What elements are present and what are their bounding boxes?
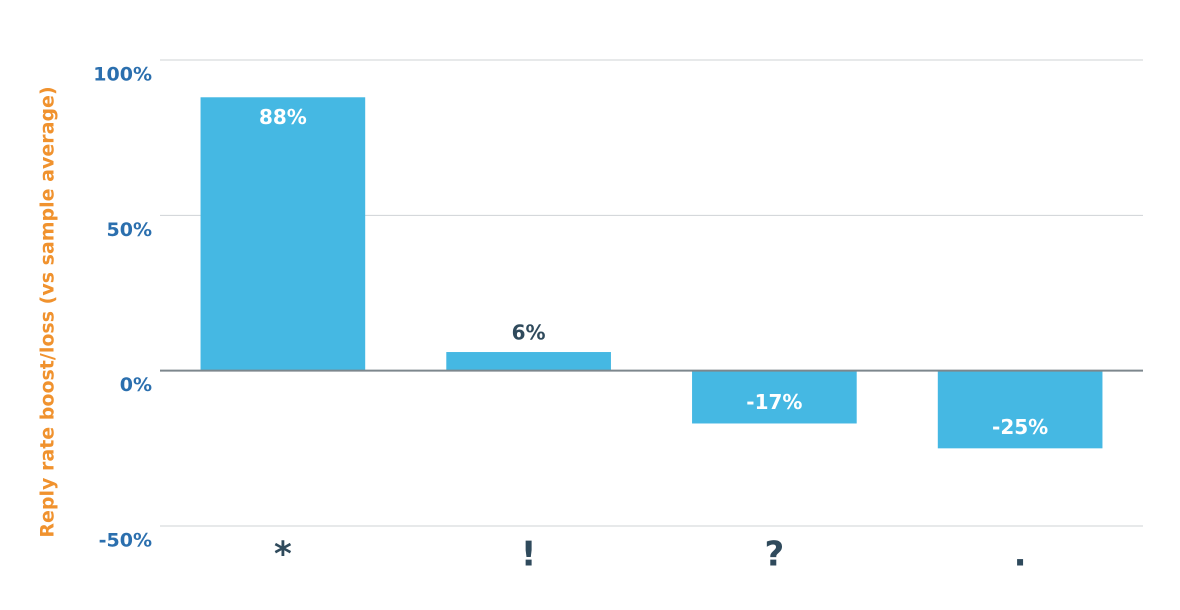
bar: [937, 370, 1103, 449]
bar: [692, 370, 857, 424]
y-tick-label: 50%: [107, 219, 152, 241]
x-tick-label: .: [1014, 535, 1027, 575]
x-tick-label: ?: [765, 535, 785, 575]
bar: [200, 97, 366, 371]
value-label: -17%: [746, 390, 802, 414]
value-label: 6%: [512, 321, 546, 345]
y-axis-label: Reply rate boost/loss (vs sample average…: [37, 86, 59, 537]
x-tick-label: *: [274, 535, 292, 575]
value-label: -25%: [992, 415, 1048, 439]
bar: [446, 352, 611, 371]
y-tick-label: 0%: [120, 374, 152, 396]
y-tick-label: 100%: [93, 64, 152, 86]
x-tick-label: !: [521, 535, 537, 575]
value-label: 88%: [259, 105, 307, 129]
y-tick-label: -50%: [99, 530, 152, 552]
